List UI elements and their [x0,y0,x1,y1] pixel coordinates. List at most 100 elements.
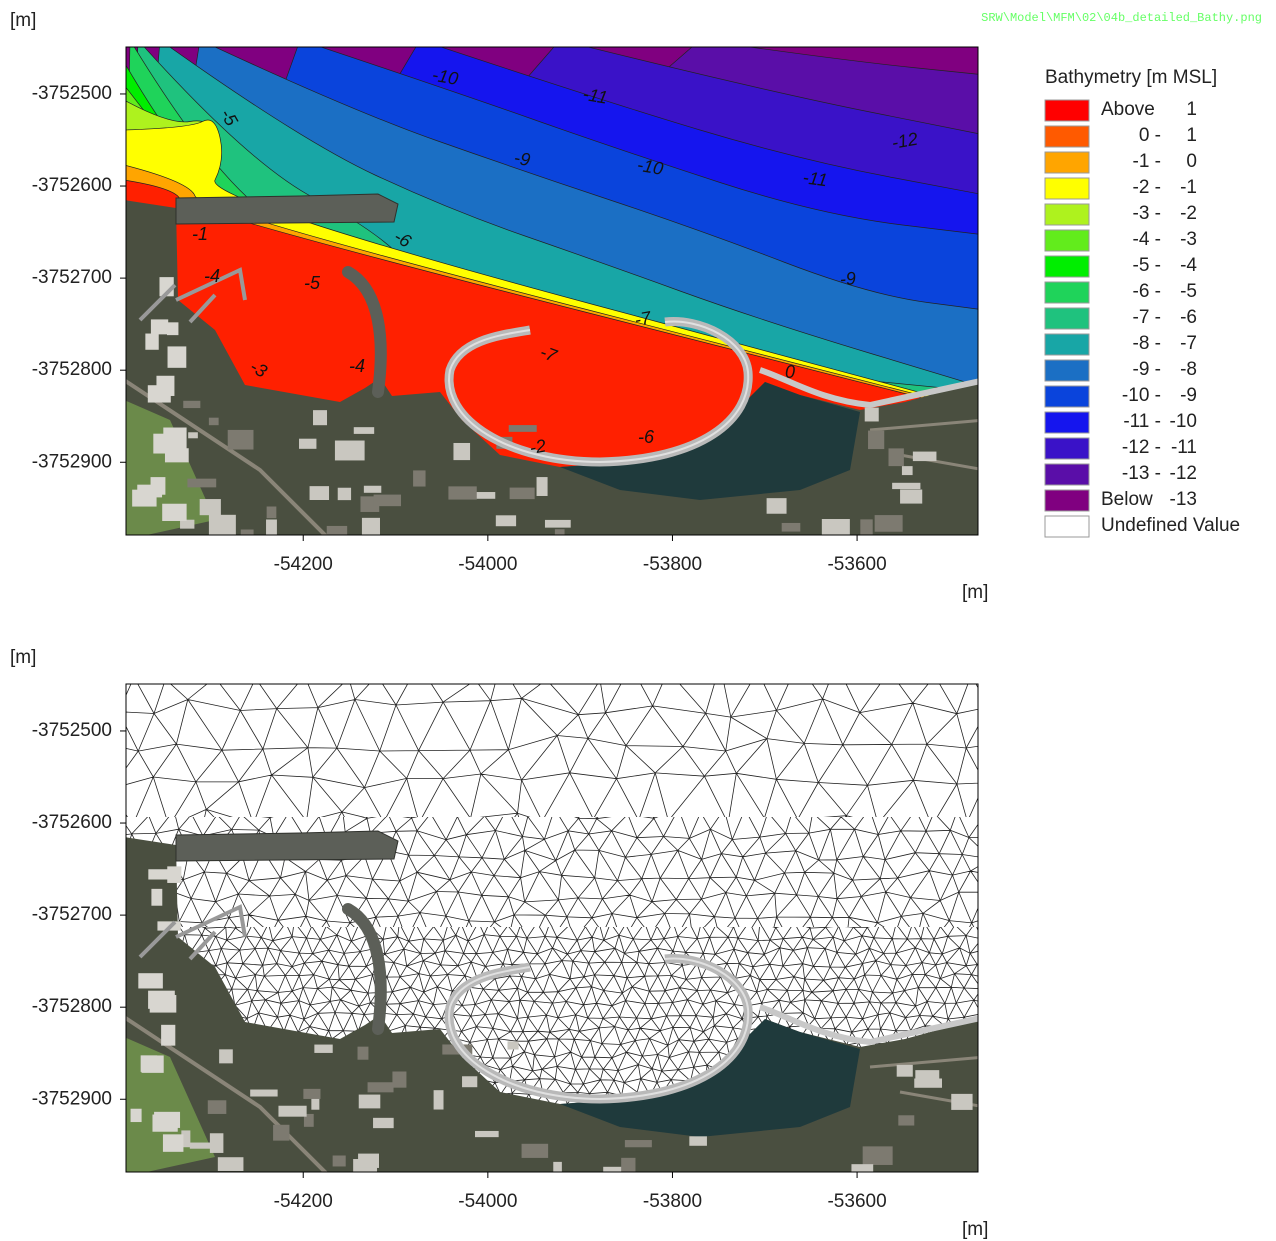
figure: SRW\Model\MFM\02\04b_detailed_Bathy.png … [0,0,1276,1241]
building [897,1065,913,1077]
building [689,1136,707,1145]
building [359,1095,381,1109]
building [508,1041,519,1049]
building [183,401,200,408]
building [851,1164,873,1177]
building [364,486,381,493]
x-axis-unit: [m] [962,1219,988,1240]
legend-bound: -5 [1180,281,1197,302]
building [145,334,158,350]
x-tick-label: -54000 [458,1191,517,1212]
building [915,1070,939,1080]
building [156,376,174,396]
building [537,477,548,496]
building [413,470,425,486]
y-axis-unit: [m] [10,647,36,668]
building [266,519,277,535]
building [273,1125,289,1141]
building [168,346,187,367]
legend-range: -3 - [1133,203,1162,224]
building [338,488,351,500]
y-tick-label: -3752800 [32,996,112,1017]
legend-title: Bathymetry [m MSL] [1045,67,1217,88]
building [148,991,175,1009]
x-tick-label: -53800 [643,1191,702,1212]
building [151,319,168,334]
building [625,1140,652,1147]
building [863,1146,893,1165]
legend-range: -9 - [1133,359,1162,380]
building [822,519,850,535]
legend-range: -8 - [1133,333,1162,354]
legend-swatch [1045,204,1089,225]
building [951,1094,972,1110]
contour-label: -9 [839,268,857,289]
legend-swatch [1045,438,1089,459]
building [208,1100,227,1114]
building [250,1090,277,1097]
building [522,1144,549,1158]
building [898,1115,914,1125]
building [218,1157,244,1171]
contour-label: -11 [581,84,609,108]
legend-bound: -13 [1170,489,1197,510]
contour-label: 0 [785,362,795,382]
legend-swatch [1045,282,1089,303]
legend-range: -2 - [1133,177,1162,198]
contour-label: -11 [802,167,829,190]
building [362,518,380,536]
legend-range: -7 - [1133,307,1162,328]
building [434,1090,444,1109]
y-tick-label: -3752900 [32,1088,112,1109]
legend-swatch [1045,412,1089,433]
legend-bound: -6 [1180,307,1197,328]
legend-bound: 0 [1186,151,1197,172]
building [241,530,254,545]
building [475,1131,499,1137]
building [892,483,920,489]
legend-label: Above [1101,99,1155,120]
legend-swatch [1045,308,1089,329]
plot-area [63,626,1021,1189]
x-tick-label: -53600 [827,1191,886,1212]
legend-swatch [1045,360,1089,381]
building [167,322,178,335]
legend-range: -4 - [1133,229,1162,250]
building [303,1089,320,1099]
legend-swatch [1045,178,1089,199]
legend-bound: 1 [1186,125,1197,146]
file-path: SRW\Model\MFM\02\04b_detailed_Bathy.png [981,11,1262,25]
building [152,1115,177,1132]
breakwater [176,194,398,224]
y-axis-unit: [m] [10,10,36,31]
building [496,515,516,526]
building [373,1118,394,1128]
building [860,519,872,534]
building [138,973,163,988]
legend-swatch [1045,464,1089,485]
contour-label: -2 [528,436,547,458]
legend-bound: -11 [1171,437,1197,458]
x-tick-label: -54000 [458,554,517,575]
legend-bound: -2 [1180,203,1197,224]
contour-label: -9 [513,148,532,170]
contour-label: -1 [192,224,208,244]
building [299,439,316,449]
building [162,504,186,521]
legend-bound: -3 [1180,229,1197,250]
building [141,1055,158,1072]
building [368,1082,394,1092]
building [187,479,216,488]
building [354,427,374,434]
contour-label: -4 [349,356,365,376]
contour-label: -5 [304,273,321,293]
building [509,425,537,432]
contour-label: -6 [638,427,655,447]
building [161,1025,175,1046]
legend-swatch [1045,386,1089,407]
legend-range: -13 - [1122,463,1161,484]
legend-swatch [1045,126,1089,147]
building [219,1049,233,1063]
building [335,441,365,461]
building [448,486,476,499]
